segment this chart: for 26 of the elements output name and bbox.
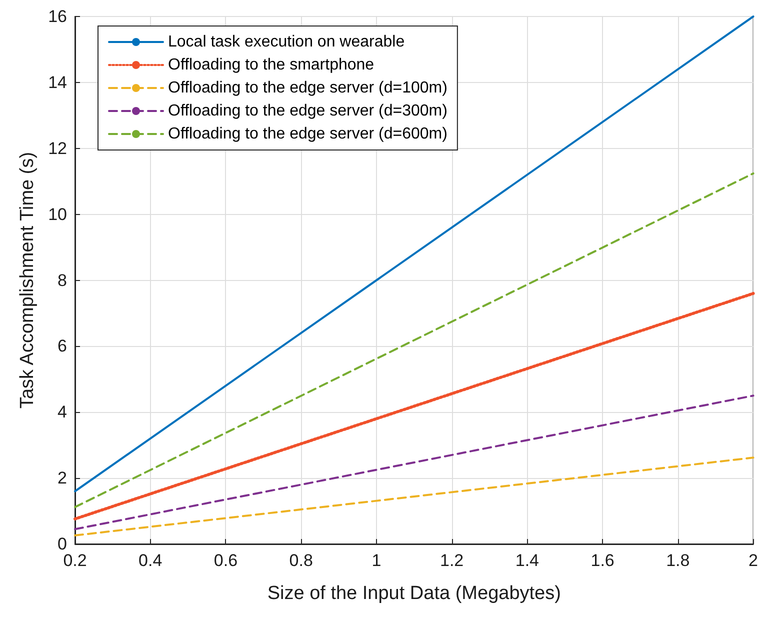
x-tick-label: 0.4 [138,551,162,570]
x-tick-label: 0.6 [214,551,238,570]
x-tick-label: 1.4 [515,551,539,570]
y-tick-label: 6 [58,336,67,356]
y-tick-label: 12 [48,138,67,158]
x-tick-label: 1.8 [666,551,690,570]
x-tick-label: 1.6 [590,551,614,570]
y-tick-label: 14 [48,72,67,92]
legend-label: Offloading to the edge server (d=100m) [168,80,448,96]
legend-label: Offloading to the smartphone [168,56,374,74]
x-tick-label: 1 [372,551,382,570]
y-tick-label: 2 [58,468,67,488]
y-tick-label: 0 [58,534,67,554]
x-tick-label: 0.2 [63,551,87,570]
y-tick-label: 16 [48,7,67,26]
y-axis-title: Task Accomplishment Time (s) [17,152,38,409]
x-tick-label: 2 [748,551,758,570]
y-tick-label: 4 [58,402,67,422]
y-tick-label: 8 [58,270,67,290]
y-tick-label: 10 [48,204,67,224]
x-axis-title: Size of the Input Data (Megabytes) [267,583,561,604]
legend-label: Offloading to the edge server (d=300m) [168,102,448,120]
legend-label: Offloading to the edge server (d=600m) [168,126,448,142]
x-tick-label: 1.2 [440,551,464,570]
legend-label: Local task execution on wearable [168,34,405,50]
x-tick-label: 0.8 [289,551,313,570]
